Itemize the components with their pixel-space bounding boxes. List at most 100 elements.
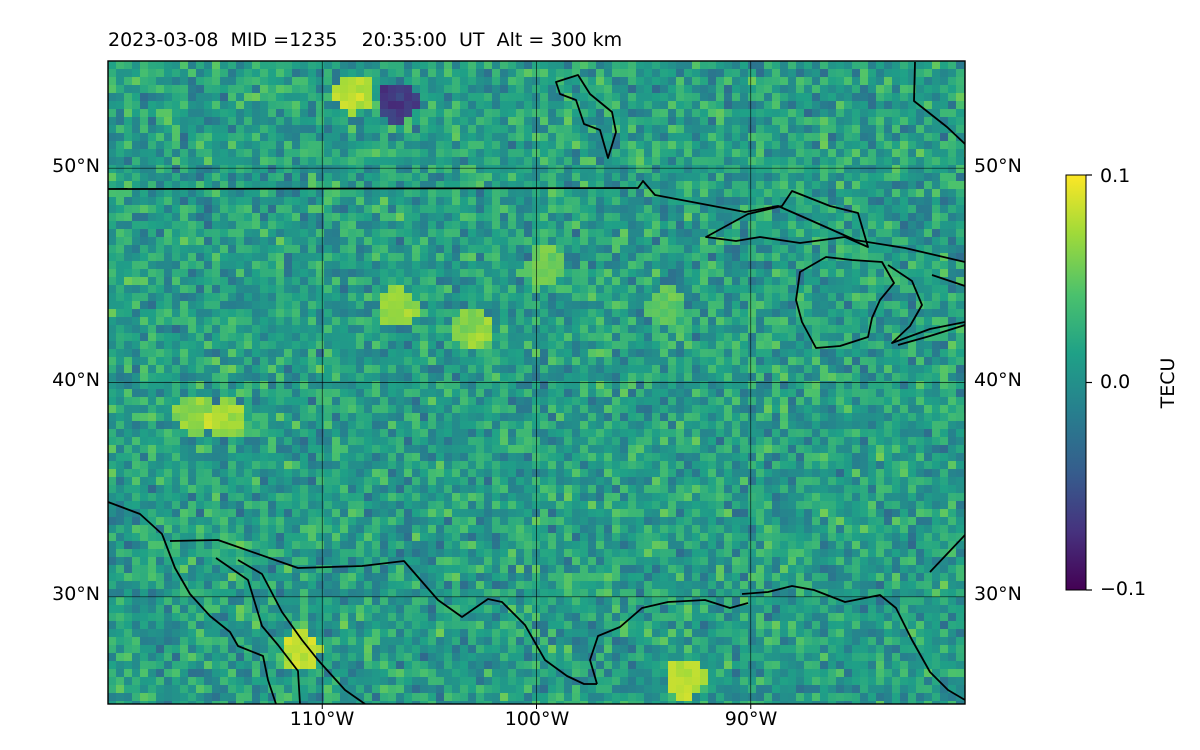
- tec-cell: [132, 365, 141, 374]
- tec-cell: [628, 101, 637, 110]
- tec-cell: [492, 101, 501, 110]
- tec-cell: [460, 197, 469, 206]
- tec-cell: [540, 109, 549, 118]
- tec-cell: [140, 117, 149, 126]
- tec-cell: [228, 261, 237, 270]
- tec-cell: [916, 341, 925, 350]
- tec-cell: [476, 365, 485, 374]
- tec-cell: [308, 173, 317, 182]
- tec-cell: [332, 381, 341, 390]
- tec-cell: [580, 205, 589, 214]
- tec-cell: [228, 125, 237, 134]
- tec-cell: [556, 109, 565, 118]
- tec-cell: [572, 69, 581, 78]
- tec-cell: [564, 237, 573, 246]
- tec-cell: [756, 197, 765, 206]
- tec-cell: [892, 317, 901, 326]
- tec-cell: [876, 293, 885, 302]
- tec-cell: [260, 341, 269, 350]
- tec-cell: [612, 269, 621, 278]
- tec-cell: [860, 197, 869, 206]
- tec-cell: [388, 309, 397, 318]
- tec-cell: [204, 421, 213, 430]
- tec-cell: [948, 421, 957, 430]
- tec-cell: [284, 333, 293, 342]
- tec-cell: [884, 85, 893, 94]
- tec-cell: [284, 245, 293, 254]
- tec-cell: [676, 85, 685, 94]
- tec-cell: [844, 317, 853, 326]
- tec-cell: [252, 413, 261, 422]
- tec-cell: [924, 341, 933, 350]
- tec-cell: [860, 101, 869, 110]
- tec-cell: [372, 189, 381, 198]
- tec-cell: [452, 261, 461, 270]
- tec-cell: [196, 157, 205, 166]
- tec-cell: [948, 357, 957, 366]
- tec-cell: [660, 189, 669, 198]
- tec-cell: [420, 229, 429, 238]
- tec-cell: [340, 109, 349, 118]
- tec-cell: [892, 157, 901, 166]
- tec-cell: [916, 381, 925, 390]
- tec-cell: [628, 69, 637, 78]
- tec-cell: [204, 61, 213, 70]
- tec-cell: [804, 389, 813, 398]
- tec-cell: [204, 69, 213, 78]
- tec-cell: [316, 397, 325, 406]
- tec-cell: [692, 381, 701, 390]
- tec-cell: [484, 325, 493, 334]
- tec-cell: [908, 365, 917, 374]
- tec-cell: [916, 245, 925, 254]
- tec-cell: [228, 157, 237, 166]
- tec-cell: [348, 421, 357, 430]
- tec-cell: [372, 421, 381, 430]
- tec-cell: [268, 381, 277, 390]
- tec-cell: [884, 189, 893, 198]
- tec-cell: [660, 405, 669, 414]
- tec-cell: [908, 221, 917, 230]
- tec-cell: [900, 333, 909, 342]
- tec-cell: [140, 101, 149, 110]
- tec-cell: [276, 421, 285, 430]
- tec-cell: [476, 213, 485, 222]
- tec-cell: [204, 413, 213, 422]
- tec-cell: [948, 205, 957, 214]
- tec-cell: [628, 301, 637, 310]
- tec-cell: [692, 189, 701, 198]
- tec-cell: [372, 125, 381, 134]
- tec-cell: [356, 285, 365, 294]
- tec-cell: [292, 125, 301, 134]
- tec-cell: [740, 237, 749, 246]
- tec-cell: [276, 61, 285, 70]
- tec-cell: [500, 69, 509, 78]
- tec-cell: [668, 381, 677, 390]
- tec-cell: [660, 333, 669, 342]
- tec-cell: [508, 365, 517, 374]
- tec-cell: [236, 269, 245, 278]
- tec-cell: [564, 301, 573, 310]
- tec-cell: [908, 61, 917, 70]
- tec-cell: [220, 165, 229, 174]
- tec-cell: [724, 237, 733, 246]
- tec-cell: [492, 157, 501, 166]
- tec-cell: [788, 157, 797, 166]
- tec-cell: [444, 189, 453, 198]
- tec-cell: [852, 293, 861, 302]
- tec-cell: [252, 149, 261, 158]
- tec-cell: [956, 413, 965, 422]
- tec-cell: [916, 117, 925, 126]
- tec-cell: [652, 101, 661, 110]
- tec-cell: [388, 125, 397, 134]
- figure-title: 2023-03-08 MID =1235 20:35:00 UT Alt = 3…: [108, 29, 623, 51]
- tec-cell: [748, 125, 757, 134]
- tec-cell: [844, 325, 853, 334]
- tec-cell: [332, 285, 341, 294]
- tec-cell: [820, 261, 829, 270]
- tec-cell: [316, 133, 325, 142]
- tec-cell: [292, 413, 301, 422]
- tec-cell: [180, 229, 189, 238]
- tec-cell: [684, 317, 693, 326]
- tec-cell: [716, 349, 725, 358]
- tec-cell: [348, 109, 357, 118]
